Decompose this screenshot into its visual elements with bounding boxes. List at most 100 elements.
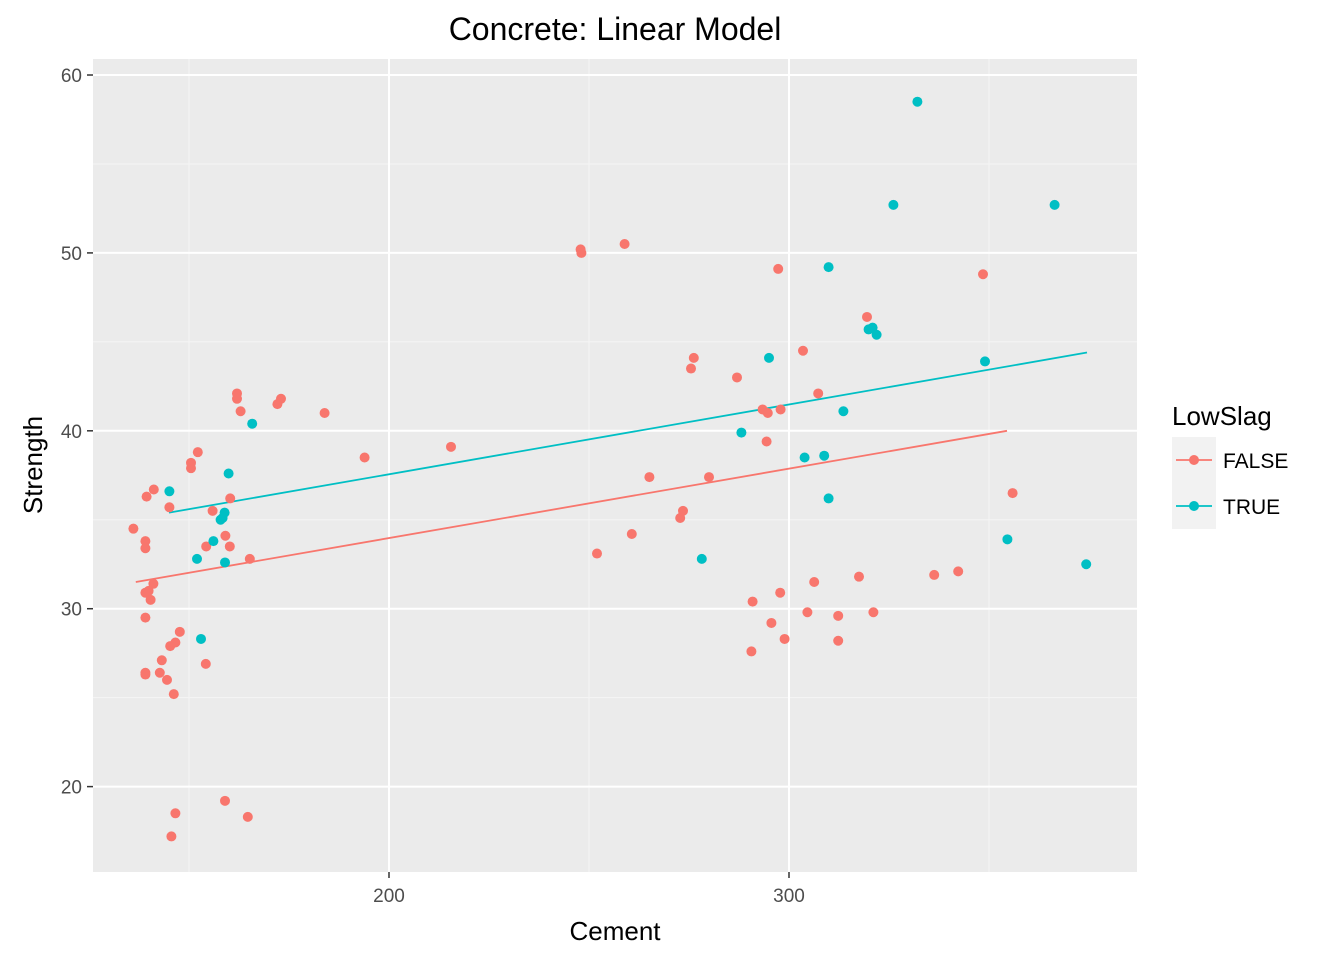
data-point-true — [1049, 199, 1060, 210]
data-point-false — [200, 658, 211, 669]
data-point-false — [319, 408, 330, 419]
data-point-true — [764, 352, 774, 363]
legend-label-false: FALSE — [1223, 450, 1288, 473]
x-axis-title: Cement — [569, 916, 661, 946]
legend-items: FALSE TRUE — [1172, 437, 1288, 529]
data-point-false — [186, 457, 196, 468]
data-point-false — [166, 831, 177, 842]
data-point-false — [953, 566, 964, 577]
data-point-false — [156, 655, 167, 666]
minor-gridlines — [93, 59, 1137, 872]
data-point-false — [761, 436, 772, 447]
data-point-false — [201, 541, 212, 552]
legend-label-true: TRUE — [1223, 496, 1280, 519]
data-point-false — [868, 607, 879, 618]
data-point-true — [220, 557, 230, 568]
x-tick-label: 200 — [373, 886, 405, 907]
data-points — [128, 96, 1092, 842]
y-tick-label: 50 — [61, 244, 82, 265]
data-point-false — [686, 363, 696, 374]
legend-key-point — [1189, 455, 1199, 465]
data-point-false — [929, 569, 940, 580]
data-point-false — [813, 388, 824, 399]
data-point-false — [576, 247, 587, 258]
data-point-false — [766, 617, 777, 628]
data-point-true — [799, 452, 810, 463]
data-point-true — [871, 329, 882, 340]
data-point-false — [592, 548, 602, 559]
y-tick-label: 30 — [61, 600, 82, 621]
y-tick-label: 20 — [61, 778, 82, 799]
y-tick-label: 60 — [61, 66, 82, 87]
y-axis-title: Strength — [18, 416, 48, 514]
data-point-false — [232, 393, 242, 404]
data-point-false — [235, 406, 246, 417]
data-point-false — [162, 674, 172, 685]
data-point-false — [140, 543, 151, 554]
legend-key-point — [1189, 501, 1199, 511]
fit-line-false — [135, 429, 1008, 583]
data-point-false — [220, 795, 230, 806]
data-point-false — [978, 269, 988, 280]
data-point-false — [747, 596, 758, 607]
data-point-false — [779, 633, 790, 644]
data-point-false — [276, 393, 286, 404]
data-point-false — [732, 372, 742, 383]
data-point-false — [688, 352, 699, 363]
data-point-false — [170, 637, 181, 648]
data-point-true — [164, 486, 175, 497]
data-point-false — [170, 808, 181, 819]
data-point-true — [912, 96, 923, 107]
data-point-true — [192, 553, 202, 564]
data-point-false — [192, 447, 203, 458]
data-point-true — [247, 418, 258, 429]
data-point-false — [773, 263, 784, 274]
data-point-false — [164, 502, 175, 513]
data-point-false — [809, 577, 820, 588]
data-point-false — [154, 667, 165, 678]
data-point-false — [140, 612, 151, 623]
data-point-false — [833, 610, 844, 621]
data-point-false — [802, 607, 813, 618]
data-point-false — [244, 553, 255, 564]
data-point-false — [762, 408, 773, 419]
data-point-false — [174, 626, 185, 637]
data-point-true — [736, 427, 747, 438]
data-point-false — [128, 523, 139, 534]
data-point-false — [626, 528, 637, 539]
data-point-true — [823, 493, 834, 504]
y-tick-label: 40 — [61, 422, 82, 443]
data-point-false — [833, 635, 844, 646]
chart-title: Concrete: Linear Model — [449, 11, 782, 47]
data-point-false — [704, 472, 714, 483]
x-axis-ticks: 200 300 — [373, 872, 805, 907]
data-point-false — [140, 536, 151, 547]
data-point-false — [140, 669, 151, 680]
data-point-false — [644, 472, 655, 483]
data-point-true — [838, 406, 849, 417]
data-point-false — [678, 505, 688, 516]
data-point-false — [854, 571, 864, 582]
data-point-false — [619, 239, 630, 250]
legend: LowSlag FALSE TRUE — [1172, 401, 1288, 529]
y-axis-ticks: 20 30 40 50 60 — [61, 66, 93, 799]
data-point-true — [888, 199, 899, 210]
fit-lines — [135, 351, 1088, 583]
data-point-false — [1007, 488, 1018, 499]
data-point-false — [145, 594, 156, 605]
data-point-false — [446, 441, 456, 452]
data-point-true — [1002, 534, 1013, 545]
data-point-false — [798, 345, 808, 356]
data-point-false — [746, 646, 757, 657]
data-point-false — [775, 587, 786, 598]
data-point-false — [207, 505, 218, 516]
plot-panel — [93, 59, 1137, 872]
major-gridlines — [93, 59, 1137, 872]
data-point-true — [196, 633, 206, 644]
data-point-true — [219, 507, 230, 518]
data-point-true — [823, 262, 834, 273]
data-point-false — [242, 811, 253, 822]
data-point-true — [819, 450, 830, 461]
legend-title: LowSlag — [1172, 401, 1272, 431]
